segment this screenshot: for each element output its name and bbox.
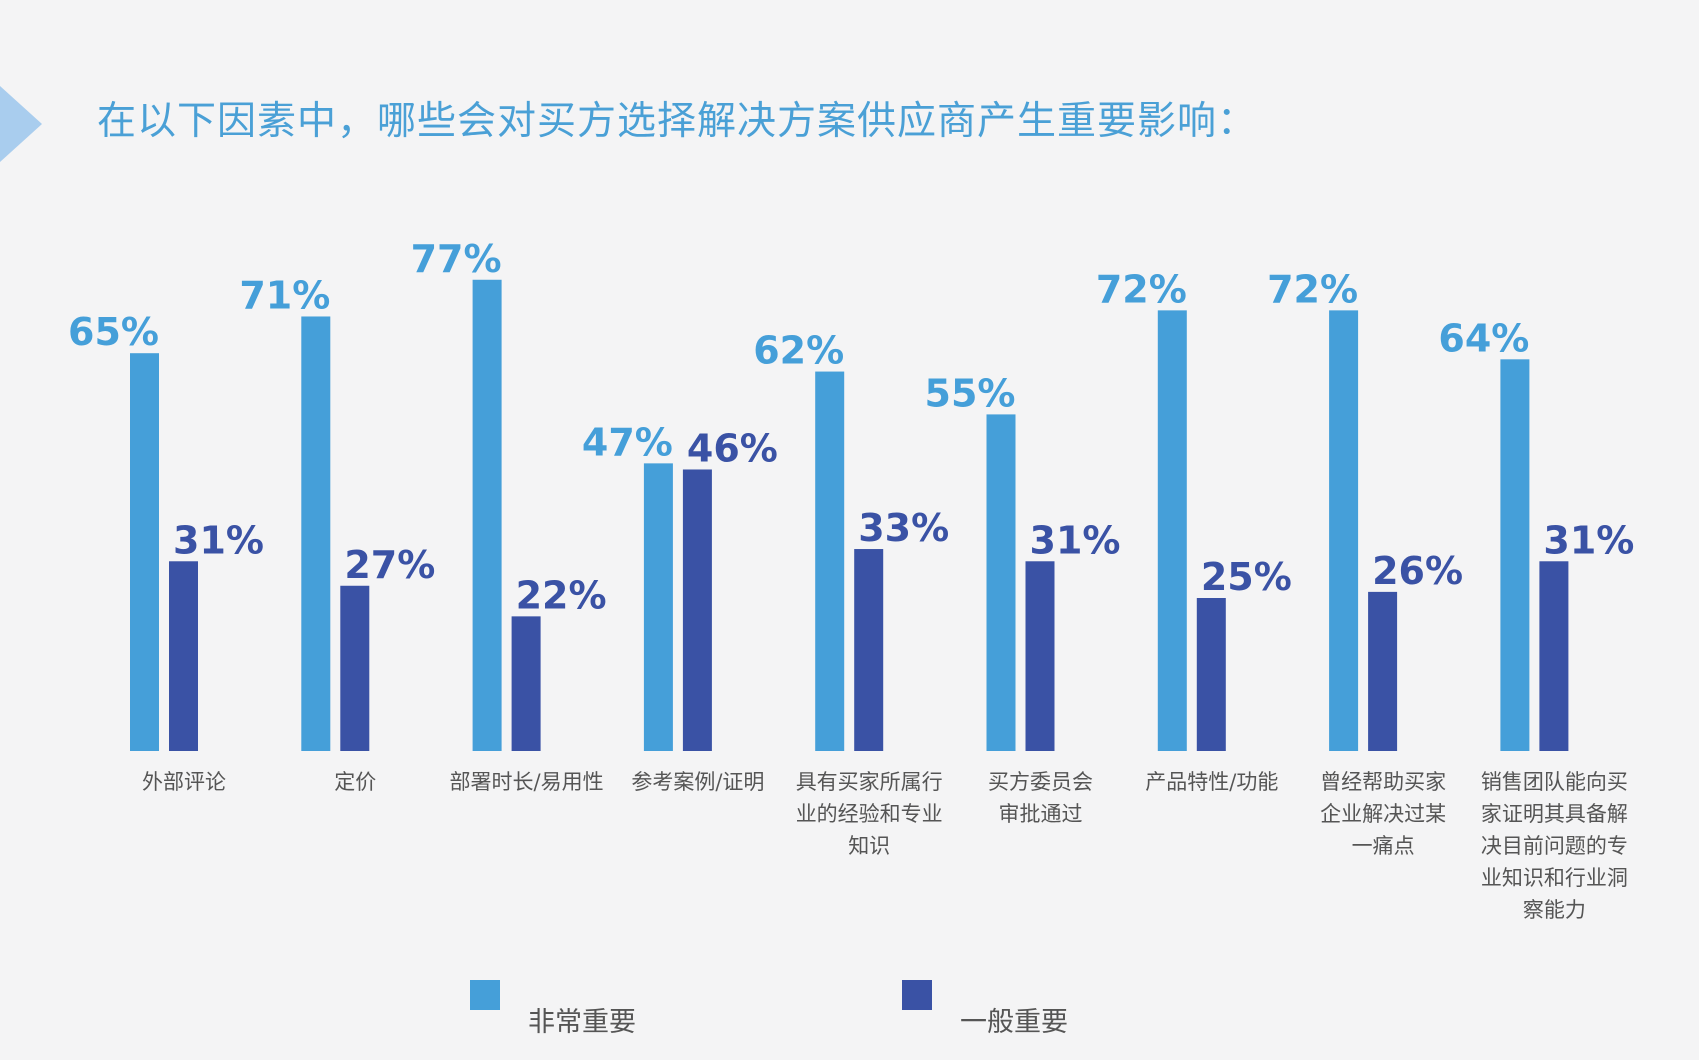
value-label-very-important-5: 55%	[925, 371, 1016, 415]
category-label-8-line-0: 销售团队能向买	[1481, 770, 1628, 794]
bar-very-important-6	[1157, 310, 1187, 751]
value-label-very-important-8: 64%	[1438, 316, 1529, 360]
category-label-4-line-0: 具有买家所属行	[796, 770, 943, 794]
category-label-8-line-2: 决目前问题的专	[1481, 834, 1628, 858]
bar-generally-important-1	[340, 585, 370, 751]
category-label-2-line-0: 部署时长/易用性	[450, 770, 604, 794]
legend-label-generally-important: 一般重要	[960, 1007, 1068, 1038]
arrow-decoration-icon	[0, 86, 42, 162]
value-label-very-important-4: 62%	[753, 329, 844, 373]
bar-very-important-0	[130, 353, 159, 751]
bar-generally-important-6	[1196, 598, 1226, 751]
legend-label-very-important: 非常重要	[528, 1007, 636, 1038]
value-label-generally-important-0: 31%	[173, 518, 264, 562]
value-label-very-important-0: 65%	[68, 310, 159, 354]
category-label-8-line-1: 家证明其具备解	[1481, 802, 1628, 826]
bar-generally-important-5	[1025, 561, 1055, 751]
bar-chart: 65% 31% 外部评论 71% 27% 定价 77% 22% 部署时长/易用性 47% 46% 参考…	[68, 237, 1634, 922]
bar-generally-important-3	[682, 469, 712, 751]
category-label-4-line-1: 业的经验和专业	[796, 802, 943, 826]
category-label-7-line-0: 曾经帮助买家	[1320, 770, 1446, 794]
category-label-4-line-2: 知识	[848, 834, 890, 858]
value-label-generally-important-8: 31%	[1543, 518, 1634, 562]
legend-swatch-generally-important	[902, 980, 932, 1010]
value-label-generally-important-6: 25%	[1201, 555, 1292, 599]
bar-very-important-7	[1329, 310, 1359, 751]
bar-generally-important-7	[1368, 591, 1398, 751]
value-label-generally-important-7: 26%	[1372, 549, 1463, 593]
category-label-1-line-0: 定价	[334, 770, 376, 794]
category-label-0-line-0: 外部评论	[142, 770, 226, 794]
bar-generally-important-0	[169, 561, 198, 751]
value-label-generally-important-2: 22%	[516, 573, 607, 617]
bar-generally-important-4	[854, 549, 884, 751]
category-label-8-line-4: 察能力	[1523, 898, 1586, 922]
value-label-generally-important-1: 27%	[344, 543, 435, 587]
value-label-generally-important-3: 46%	[687, 426, 778, 470]
page-title: 在以下因素中，哪些会对买方选择解决方案供应商产生重要影响：	[97, 99, 1258, 144]
value-label-very-important-7: 72%	[1267, 267, 1358, 311]
category-label-5-line-1: 审批通过	[999, 802, 1083, 826]
bar-generally-important-2	[511, 616, 541, 751]
value-label-generally-important-4: 33%	[858, 506, 949, 550]
category-label-3-line-0: 参考案例/证明	[631, 770, 764, 794]
value-label-very-important-3: 47%	[582, 420, 673, 464]
bar-very-important-2	[472, 279, 502, 751]
category-label-7-line-2: 一痛点	[1352, 834, 1415, 858]
legend-item-generally-important: 一般重要	[902, 980, 1068, 1039]
bar-generally-important-8	[1539, 561, 1569, 751]
bar-very-important-4	[815, 371, 845, 751]
category-label-5-line-0: 买方委员会	[988, 770, 1093, 794]
category-label-7-line-1: 企业解决过某	[1320, 802, 1446, 826]
legend-swatch-very-important	[470, 980, 500, 1010]
bar-very-important-5	[986, 414, 1016, 751]
legend-item-very-important: 非常重要	[470, 980, 636, 1039]
value-label-very-important-1: 71%	[239, 273, 330, 317]
bar-very-important-3	[643, 463, 673, 751]
value-label-very-important-2: 77%	[411, 237, 502, 281]
category-label-6-line-0: 产品特性/功能	[1145, 770, 1278, 794]
bar-very-important-1	[301, 316, 331, 751]
category-label-8-line-3: 业知识和行业洞	[1481, 866, 1628, 890]
bar-very-important-8	[1500, 359, 1530, 751]
value-label-very-important-6: 72%	[1096, 267, 1187, 311]
value-label-generally-important-5: 31%	[1030, 518, 1121, 562]
